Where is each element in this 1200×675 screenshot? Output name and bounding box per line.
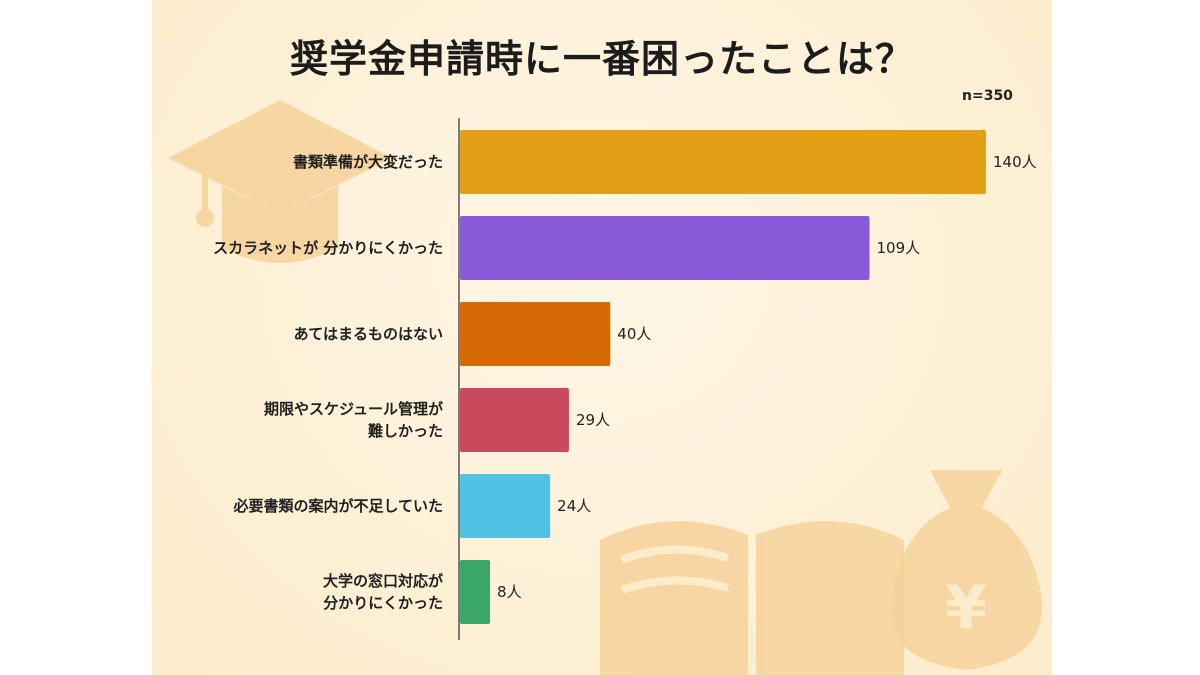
bar-chart: 140人 書類準備が大変だった 109人 スカラネットが 分かりにくかった 40人 あては… (213, 118, 1037, 640)
value-label: 140人 (993, 153, 1037, 171)
category-label: あてはまるものはない (294, 325, 443, 343)
bar (460, 474, 551, 538)
bar (460, 130, 986, 194)
chart-title: 奨学金申請時に一番困ったことは？ (289, 37, 914, 81)
category-label: 書類準備が大変だった (293, 153, 443, 171)
value-label: 109人 (877, 239, 921, 257)
value-label: 40人 (617, 325, 651, 343)
value-label: 29人 (576, 411, 610, 429)
graduation-cap-icon (168, 100, 392, 263)
bar (460, 388, 569, 452)
bar (460, 216, 870, 280)
chart-panel: ¥ 奨学金申請時に一番困ったことは？ n=350 140人 書類準備が大変だった 1… (152, 0, 1052, 675)
category-label: 必要書類の案内が不足していた (232, 497, 443, 515)
sample-size-label: n=350 (962, 88, 1013, 104)
value-label: 8人 (497, 583, 522, 601)
open-book-icon (600, 521, 904, 675)
bar (460, 302, 611, 366)
category-label: 大学の窓口対応が分かりにくかった (323, 572, 444, 612)
svg-text:¥: ¥ (945, 573, 987, 643)
value-label: 24人 (557, 497, 591, 515)
category-label: 期限やスケジュール管理が難しかった (264, 400, 444, 440)
category-label: スカラネットが 分かりにくかった (213, 239, 443, 257)
bar (460, 560, 491, 624)
money-bag-icon: ¥ (890, 470, 1043, 670)
background-illustrations: ¥ (168, 100, 1043, 675)
